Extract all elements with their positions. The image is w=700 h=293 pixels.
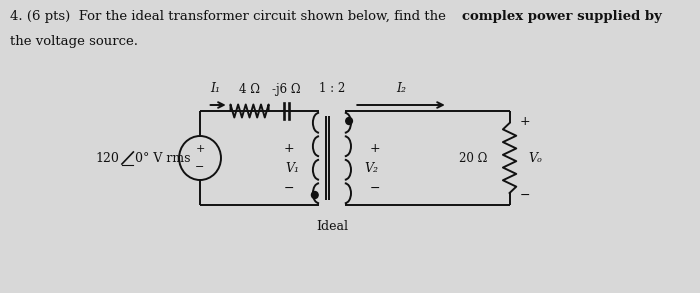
Text: the voltage source.: the voltage source. — [10, 35, 137, 48]
Text: 0° V rms: 0° V rms — [135, 151, 191, 164]
Text: I₁: I₁ — [210, 82, 220, 95]
Text: −: − — [519, 188, 530, 202]
Text: +: + — [195, 144, 204, 154]
Text: V₂: V₂ — [365, 161, 379, 175]
Text: complex power supplied by: complex power supplied by — [462, 10, 662, 23]
Text: −: − — [370, 181, 381, 195]
Text: 1 : 2: 1 : 2 — [318, 82, 345, 95]
Text: -j6 Ω: -j6 Ω — [272, 83, 301, 96]
Text: 4 Ω: 4 Ω — [239, 83, 260, 96]
Text: 20 Ω: 20 Ω — [459, 151, 488, 164]
Text: 4. (6 pts)  For the ideal transformer circuit shown below, find the: 4. (6 pts) For the ideal transformer cir… — [10, 10, 449, 23]
Circle shape — [312, 192, 318, 198]
Text: Vₒ: Vₒ — [528, 151, 542, 164]
Text: I₂: I₂ — [396, 82, 406, 95]
Text: 120: 120 — [95, 151, 119, 164]
Text: +: + — [519, 115, 530, 127]
Text: −: − — [195, 162, 204, 172]
Text: −: − — [284, 181, 294, 195]
Text: Ideal: Ideal — [316, 220, 348, 233]
Text: V₁: V₁ — [286, 161, 300, 175]
Text: +: + — [284, 142, 294, 154]
Text: +: + — [370, 142, 381, 154]
Circle shape — [346, 117, 352, 125]
